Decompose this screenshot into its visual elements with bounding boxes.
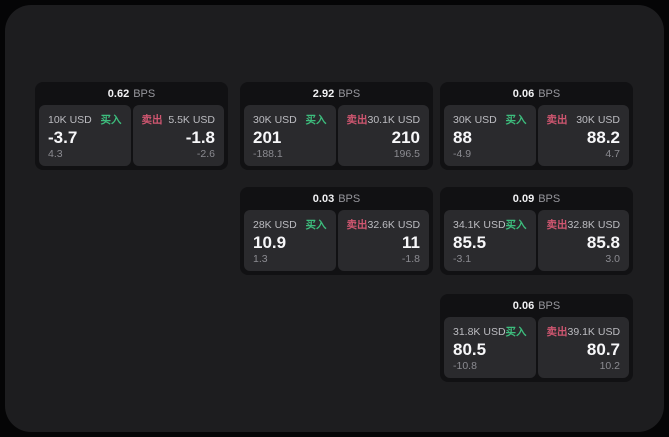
sell-delta: 10.2: [599, 360, 620, 372]
bps-unit: BPS: [133, 87, 156, 100]
bps-value: 0.03: [312, 192, 335, 205]
buy-price: 88: [453, 128, 472, 147]
sell-panel[interactable]: 卖出 30K USD 88.2 4.7: [537, 105, 629, 166]
sell-amount: 5.5K USD: [168, 113, 215, 126]
bps-value: 0.06: [512, 87, 535, 100]
sell-price: 85.8: [586, 233, 620, 252]
buy-amount: 30K USD: [453, 113, 497, 126]
bps-header: 0.06 BPS: [440, 294, 633, 317]
bps-unit: BPS: [538, 87, 561, 100]
buy-amount: 10K USD: [48, 113, 92, 126]
sell-delta: 4.7: [605, 148, 620, 160]
sell-label: 卖出: [346, 114, 368, 126]
buy-price: 85.5: [453, 233, 487, 252]
buy-panel[interactable]: 34.1K USD 买入 85.5 -3.1: [444, 210, 536, 271]
buy-delta: 1.3: [253, 253, 268, 265]
buy-panel[interactable]: 28K USD 买入 10.9 1.3: [244, 210, 336, 271]
quote-card: 2.92 BPS 30K USD 买入 201 -188.1 卖出 30.1K …: [240, 82, 433, 170]
sell-delta: -1.8: [401, 253, 420, 265]
quote-body: 10K USD 买入 -3.7 4.3 卖出 5.5K USD -1.8 -2.…: [35, 105, 228, 170]
sell-price: 88.2: [586, 128, 620, 147]
bps-unit: BPS: [538, 299, 561, 312]
bps-header: 2.92 BPS: [240, 82, 433, 105]
buy-panel[interactable]: 30K USD 买入 88 -4.9: [444, 105, 536, 166]
sell-label: 卖出: [546, 326, 568, 338]
bps-unit: BPS: [338, 192, 361, 205]
buy-label: 买入: [305, 114, 327, 126]
buy-panel[interactable]: 10K USD 买入 -3.7 4.3: [39, 105, 131, 166]
sell-price: -1.8: [185, 128, 215, 147]
bps-header: 0.03 BPS: [240, 187, 433, 210]
quote-card: 0.06 BPS 30K USD 买入 88 -4.9 卖出 30K USD 8…: [440, 82, 633, 170]
quote-body: 31.8K USD 买入 80.5 -10.8 卖出 39.1K USD 80.…: [440, 317, 633, 382]
sell-price: 210: [391, 128, 420, 147]
buy-label: 买入: [505, 219, 527, 231]
bps-value: 0.06: [512, 299, 535, 312]
buy-price: -3.7: [48, 128, 78, 147]
sell-amount: 32.8K USD: [567, 218, 621, 231]
bps-header: 0.62 BPS: [35, 82, 228, 105]
sell-panel[interactable]: 卖出 5.5K USD -1.8 -2.6: [132, 105, 224, 166]
buy-price: 80.5: [453, 340, 487, 359]
buy-label: 买入: [100, 114, 122, 126]
sell-amount: 39.1K USD: [567, 325, 621, 338]
sell-panel[interactable]: 卖出 30.1K USD 210 196.5: [337, 105, 429, 166]
sell-delta: 196.5: [393, 148, 420, 160]
sell-delta: 3.0: [605, 253, 620, 265]
quote-body: 28K USD 买入 10.9 1.3 卖出 32.6K USD 11 -1.8: [240, 210, 433, 275]
quote-card: 0.06 BPS 31.8K USD 买入 80.5 -10.8 卖出 39.1…: [440, 294, 633, 382]
buy-delta: -188.1: [253, 148, 283, 160]
buy-label: 买入: [505, 326, 527, 338]
bps-value: 0.09: [512, 192, 535, 205]
bps-unit: BPS: [338, 87, 361, 100]
bps-header: 0.09 BPS: [440, 187, 633, 210]
bps-unit: BPS: [538, 192, 561, 205]
bps-value: 2.92: [312, 87, 335, 100]
bps-value: 0.62: [107, 87, 130, 100]
sell-delta: -2.6: [196, 148, 215, 160]
buy-amount: 28K USD: [253, 218, 297, 231]
sell-amount: 32.6K USD: [367, 218, 421, 231]
sell-panel[interactable]: 卖出 32.8K USD 85.8 3.0: [537, 210, 629, 271]
buy-amount: 30K USD: [253, 113, 297, 126]
sell-panel[interactable]: 卖出 39.1K USD 80.7 10.2: [537, 317, 629, 378]
buy-delta: -10.8: [453, 360, 477, 372]
app-window: 0.62 BPS 10K USD 买入 -3.7 4.3 卖出 5.5K USD…: [5, 5, 664, 432]
quote-card: 0.62 BPS 10K USD 买入 -3.7 4.3 卖出 5.5K USD…: [35, 82, 228, 170]
buy-panel[interactable]: 30K USD 买入 201 -188.1: [244, 105, 336, 166]
quote-card: 0.09 BPS 34.1K USD 买入 85.5 -3.1 卖出 32.8K…: [440, 187, 633, 275]
sell-panel[interactable]: 卖出 32.6K USD 11 -1.8: [337, 210, 429, 271]
buy-label: 买入: [305, 219, 327, 231]
sell-amount: 30.1K USD: [367, 113, 421, 126]
bps-header: 0.06 BPS: [440, 82, 633, 105]
quote-body: 30K USD 买入 88 -4.9 卖出 30K USD 88.2 4.7: [440, 105, 633, 170]
sell-amount: 30K USD: [576, 113, 620, 126]
buy-delta: -3.1: [453, 253, 472, 265]
sell-label: 卖出: [546, 114, 568, 126]
sell-price: 80.7: [586, 340, 620, 359]
buy-label: 买入: [505, 114, 527, 126]
buy-price: 10.9: [253, 233, 287, 252]
buy-delta: 4.3: [48, 148, 63, 160]
buy-price: 201: [253, 128, 282, 147]
quote-body: 30K USD 买入 201 -188.1 卖出 30.1K USD 210 1…: [240, 105, 433, 170]
sell-price: 11: [402, 233, 420, 252]
quote-card: 0.03 BPS 28K USD 买入 10.9 1.3 卖出 32.6K US…: [240, 187, 433, 275]
buy-panel[interactable]: 31.8K USD 买入 80.5 -10.8: [444, 317, 536, 378]
sell-label: 卖出: [546, 219, 568, 231]
quote-body: 34.1K USD 买入 85.5 -3.1 卖出 32.8K USD 85.8…: [440, 210, 633, 275]
buy-amount: 34.1K USD: [453, 218, 506, 231]
buy-amount: 31.8K USD: [453, 325, 506, 338]
sell-label: 卖出: [346, 219, 368, 231]
buy-delta: -4.9: [453, 148, 472, 160]
sell-label: 卖出: [141, 114, 163, 126]
